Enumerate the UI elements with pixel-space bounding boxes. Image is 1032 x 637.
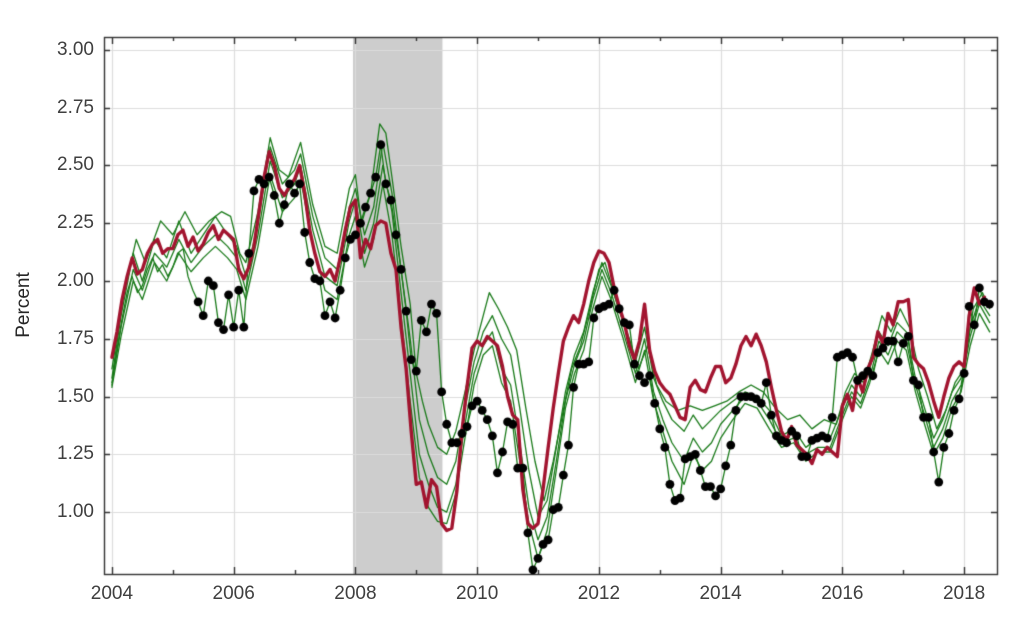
x-tick-label: 2004: [90, 583, 134, 604]
y-tick-label: 2.50: [57, 154, 94, 176]
x-tick-label: 2016: [821, 583, 864, 604]
y-tick-label: 2.75: [57, 96, 94, 118]
y-tick-label: 2.25: [57, 212, 94, 234]
y-tick-label: 3.00: [57, 38, 94, 60]
y-tick-label: 1.75: [57, 327, 94, 349]
y-tick-label: 1.00: [57, 501, 94, 523]
x-tick-label: 2018: [942, 583, 986, 604]
x-tick-label: 2006: [212, 583, 255, 604]
x-tick-label: 2010: [456, 583, 499, 604]
y-tick-label: 2.00: [57, 270, 94, 291]
y-tick-label: 1.50: [57, 385, 94, 407]
x-tick-label: 2014: [699, 583, 742, 604]
x-tick-label: 2012: [577, 583, 621, 604]
y-tick-label: 1.25: [57, 443, 94, 465]
x-tick-label: 2008: [334, 583, 377, 604]
